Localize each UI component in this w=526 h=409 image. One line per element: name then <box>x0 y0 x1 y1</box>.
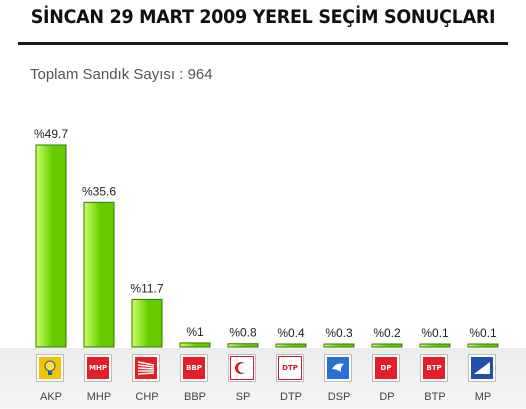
bar-mp <box>467 343 499 348</box>
btp-stars-icon: BTP <box>420 354 448 382</box>
bar-sp <box>227 343 259 348</box>
bar-dsp <box>323 343 355 348</box>
category-label-btp: BTP <box>424 391 446 403</box>
value-label-dtp: %0.4 <box>277 326 305 340</box>
mp-arrow-icon <box>468 354 496 382</box>
category-label-dp: DP <box>379 391 395 403</box>
value-label-dp: %0.2 <box>373 326 401 340</box>
value-labels: %49.7 %35.6 %11.7 %1 %0.8 %0.4 %0.3 %0.2 %0.1 %0.… <box>34 127 497 340</box>
bar-btp <box>419 343 451 348</box>
bar-dp <box>371 343 403 348</box>
category-label-dtp: DTP <box>280 391 302 403</box>
value-label-mhp: %35.6 <box>82 184 116 198</box>
dtp-flower-icon: DTP <box>276 354 304 382</box>
category-label-sp: SP <box>235 391 251 403</box>
bar-mhp <box>83 201 115 348</box>
chp-six-arrows-icon <box>132 354 160 382</box>
value-label-dsp: %0.3 <box>325 326 353 340</box>
chart-title: SİNCAN 29 MART 2009 YEREL SEÇİM SONUÇLAR… <box>30 6 496 28</box>
value-label-sp: %0.8 <box>229 326 257 340</box>
bar-akp <box>35 144 67 348</box>
category-label-chp: CHP <box>135 391 159 403</box>
category-label-akp: AKP <box>39 391 62 403</box>
dp-horse-icon: DP <box>372 354 400 382</box>
category-label-mhp: MHP <box>86 391 112 403</box>
bar-dtp <box>275 343 307 348</box>
bbp-crescent-icon: BBP <box>180 354 208 382</box>
sp-crescent-icon <box>228 354 256 382</box>
value-label-bbp: %1 <box>186 325 204 339</box>
ballot-box-count: Toplam Sandık Sayısı : 964 <box>30 66 213 83</box>
bar-series <box>35 144 499 348</box>
value-label-chp: %11.7 <box>130 281 163 295</box>
category-label-mp: MP <box>474 391 492 403</box>
value-label-akp: %49.7 <box>34 127 68 141</box>
value-label-mp: %0.1 <box>469 326 497 340</box>
category-label-dsp: DSP <box>327 391 351 403</box>
title-underline <box>18 42 508 45</box>
category-label-bbp: BBP <box>183 391 206 403</box>
akp-lightbulb-icon <box>36 354 64 382</box>
bar-chp <box>131 298 163 348</box>
dsp-dove-icon <box>324 354 352 382</box>
value-label-btp: %0.1 <box>421 326 449 340</box>
mhp-crescents-icon: MHP <box>84 354 112 382</box>
bar-bbp <box>179 342 211 348</box>
